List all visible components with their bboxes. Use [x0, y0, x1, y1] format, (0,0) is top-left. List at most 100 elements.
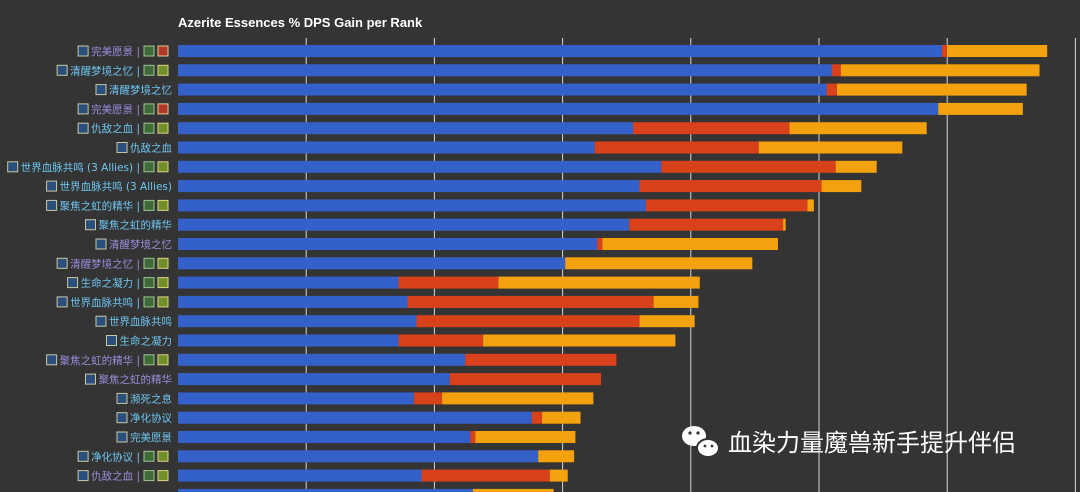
category-label-text: 聚焦之虹的精华 |	[60, 199, 140, 212]
trait-icon-2	[157, 64, 169, 76]
bar-segment	[789, 122, 927, 135]
bar-segment	[465, 353, 617, 366]
bar-segment	[178, 334, 399, 347]
trait-icon-1	[143, 161, 155, 173]
chart-title: Azerite Essences % DPS Gain per Rank	[178, 15, 423, 30]
bar-segment	[938, 102, 1023, 115]
category-label: 聚焦之虹的精华	[85, 219, 173, 232]
bar-segment	[178, 276, 399, 289]
category-label-text: 世界血脉共鸣 (3 Allies)	[60, 180, 172, 193]
category-label: 濒死之息	[116, 392, 172, 405]
category-label-text: 生命之凝力	[120, 335, 173, 348]
bar-segment	[398, 276, 499, 289]
bar-segment	[653, 295, 699, 308]
bar-segment	[449, 373, 602, 386]
essence-icon	[46, 199, 58, 211]
trait-icon-2	[157, 257, 169, 269]
trait-icon-2	[157, 161, 169, 173]
bar-segment	[178, 102, 939, 115]
bar-segment	[178, 315, 417, 328]
bar-segment	[178, 45, 943, 57]
bar-segment	[597, 238, 603, 250]
trait-icons	[143, 277, 169, 289]
category-label-text: 聚焦之虹的精华	[99, 373, 173, 386]
category-label: 仇敌之血	[116, 142, 172, 155]
wechat-icon	[682, 426, 720, 458]
bar-segment	[178, 218, 630, 231]
bar-segment	[498, 276, 700, 289]
essence-icon	[116, 412, 128, 424]
category-label: 生命之凝力	[106, 335, 173, 348]
category-label-text: 完美愿景 |	[91, 45, 140, 58]
bar-segment	[639, 315, 695, 328]
bar-segment	[178, 431, 471, 443]
essence-icon	[77, 45, 89, 57]
trait-icons	[143, 161, 169, 173]
bars	[178, 45, 1048, 492]
essence-icon	[116, 392, 128, 404]
essence-icon	[77, 103, 89, 115]
bar-segment	[542, 411, 581, 424]
essence-icon	[106, 335, 117, 346]
category-label-text: 世界血脉共鸣	[109, 315, 172, 328]
essence-icon	[77, 470, 89, 482]
trait-icon-2	[157, 122, 169, 134]
category-label: 完美愿景 |	[77, 45, 169, 58]
trait-icon-1	[143, 64, 155, 76]
bar-segment	[594, 141, 759, 154]
bar-segment	[413, 392, 443, 405]
bar-segment	[178, 392, 414, 405]
watermark: 血染力量魔兽新手提升伴侣	[682, 426, 1016, 458]
bar-segment	[421, 469, 550, 482]
category-label: 仇敌之血 |	[77, 122, 169, 135]
bar-segment	[783, 218, 786, 231]
bar-segment	[661, 160, 836, 173]
bar-segment	[178, 295, 408, 308]
category-label-text: 生命之凝力 |	[81, 277, 140, 290]
trait-icon-2	[157, 45, 169, 57]
trait-icons	[143, 199, 169, 211]
trait-icon-1	[143, 257, 155, 269]
category-label-text: 清醒梦境之忆	[109, 84, 172, 97]
trait-icon-2	[157, 354, 169, 366]
bar-segment	[758, 141, 903, 154]
trait-icons	[143, 470, 169, 482]
bar-segment	[178, 488, 473, 492]
bar-segment	[538, 450, 575, 463]
category-label-text: 净化协议	[130, 412, 172, 425]
trait-icon-1	[143, 277, 155, 289]
bar-segment	[947, 45, 1048, 57]
bar-segment	[645, 199, 808, 212]
category-label-text: 聚焦之虹的精华	[99, 219, 173, 232]
trait-icon-1	[143, 450, 155, 462]
bar-segment	[178, 257, 566, 270]
category-label-text: 世界血脉共鸣 (3 Allies) |	[21, 161, 140, 174]
trait-icons	[143, 257, 169, 269]
category-label-text: 仇敌之血 |	[91, 122, 140, 135]
bar-segment	[178, 122, 634, 135]
category-label-text: 完美愿景 |	[91, 103, 140, 116]
essence-icon	[46, 354, 58, 366]
trait-icons	[143, 45, 169, 57]
essence-icon	[116, 142, 128, 153]
bar-segment	[472, 488, 554, 492]
category-label: 世界血脉共鸣 (3 Allies) |	[7, 161, 169, 174]
trait-icons	[143, 296, 169, 308]
bar-segment	[483, 334, 676, 347]
bar-segment	[826, 83, 837, 96]
essence-icon	[77, 450, 89, 462]
bar-segment	[178, 353, 466, 366]
bar-segment	[835, 160, 877, 173]
category-label: 世界血脉共鸣 |	[56, 296, 169, 309]
bar-segment	[178, 83, 827, 96]
bar-segment	[531, 411, 543, 424]
category-label: 清醒梦境之忆	[95, 84, 172, 97]
trait-icon-2	[157, 277, 169, 289]
essence-icon	[46, 180, 58, 192]
bar-segment	[178, 199, 646, 212]
category-label-text: 濒死之息	[130, 392, 172, 405]
essence-icon	[77, 122, 89, 134]
category-label: 清醒梦境之忆	[95, 238, 172, 251]
trait-icon-2	[157, 450, 169, 462]
